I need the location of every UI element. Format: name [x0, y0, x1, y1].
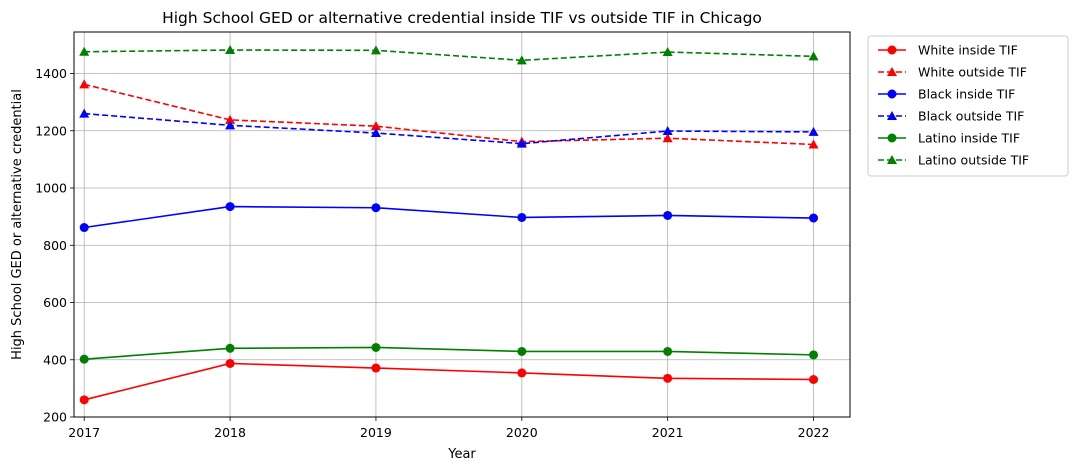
- legend-item: White outside TIF: [878, 65, 1027, 80]
- data-point: [662, 126, 673, 136]
- series-white-inside-tif: [79, 358, 819, 405]
- data-point: [809, 350, 819, 360]
- chart-title: High School GED or alternative credentia…: [162, 9, 762, 27]
- y-tick-label: 1200: [35, 123, 67, 138]
- data-point: [808, 126, 819, 136]
- data-point: [79, 79, 90, 89]
- legend-marker: [887, 67, 897, 76]
- data-point: [225, 120, 236, 130]
- series-latino-inside-tif: [79, 342, 819, 364]
- data-point: [516, 55, 527, 65]
- series-black-inside-tif: [79, 202, 819, 233]
- series-line: [84, 112, 814, 145]
- legend-label: White inside TIF: [918, 43, 1018, 58]
- legend-label: Latino inside TIF: [918, 131, 1020, 146]
- data-point: [517, 346, 527, 356]
- data-point: [663, 346, 673, 356]
- data-point: [371, 342, 381, 352]
- x-tick-label: 2022: [798, 425, 830, 440]
- grid-lines: [74, 32, 850, 418]
- series-line: [84, 362, 814, 401]
- data-point: [663, 373, 673, 383]
- series-lines: [79, 45, 819, 405]
- legend-marker: [887, 155, 897, 164]
- legend-item: Latino inside TIF: [878, 131, 1020, 146]
- data-point: [225, 202, 235, 212]
- legend-label: White outside TIF: [918, 65, 1027, 80]
- y-tick-label: 200: [43, 410, 67, 425]
- legend-label: Black inside TIF: [918, 87, 1015, 102]
- legend-marker: [887, 89, 897, 99]
- data-point: [79, 354, 89, 364]
- x-tick-label: 2017: [68, 425, 100, 440]
- series-line: [84, 205, 814, 229]
- data-point: [662, 133, 673, 143]
- data-point: [809, 375, 819, 385]
- data-point: [516, 138, 527, 148]
- series-black-outside-tif: [79, 108, 819, 148]
- axis-ticks: 2017 2018 2019 2020 2021 2022 200 400 600 800 1000…: [35, 66, 829, 440]
- legend-marker: [887, 133, 897, 143]
- data-point: [79, 46, 90, 56]
- y-tick-label: 1400: [35, 66, 67, 81]
- y-axis-title: High School GED or alternative credentia…: [10, 89, 25, 360]
- data-point: [663, 210, 673, 220]
- x-tick-label: 2018: [214, 425, 246, 440]
- data-point: [808, 51, 819, 61]
- x-axis-title: Year: [447, 447, 476, 462]
- series-line: [84, 346, 814, 360]
- data-point: [370, 121, 381, 131]
- data-point: [517, 212, 527, 222]
- y-tick-label: 400: [43, 352, 67, 367]
- legend-marker: [887, 45, 897, 55]
- legend-item: Latino outside TIF: [878, 153, 1029, 168]
- data-point: [662, 47, 673, 57]
- data-point: [809, 213, 819, 223]
- data-point: [225, 358, 235, 368]
- data-point: [370, 45, 381, 55]
- y-tick-label: 1000: [35, 181, 67, 196]
- data-point: [517, 368, 527, 378]
- data-point: [79, 395, 89, 405]
- data-point: [808, 139, 819, 149]
- y-tick-label: 800: [43, 238, 67, 253]
- data-point: [79, 108, 90, 118]
- series-latino-outside-tif: [79, 45, 819, 65]
- legend: White inside TIF White outside TIF Black i…: [867, 35, 1069, 177]
- data-point: [370, 128, 381, 138]
- series-line: [84, 83, 814, 146]
- data-point: [79, 223, 89, 233]
- y-tick-label: 600: [43, 295, 67, 310]
- legend-item: White inside TIF: [878, 43, 1018, 58]
- x-tick-label: 2021: [652, 425, 684, 440]
- plot-area-frame: [73, 31, 851, 418]
- legend-label: Black outside TIF: [918, 109, 1024, 124]
- legend-item: Black inside TIF: [878, 87, 1015, 102]
- series-line: [84, 49, 814, 62]
- legend-frame: [867, 35, 1069, 177]
- legend-item: Black outside TIF: [878, 109, 1024, 124]
- data-point: [225, 45, 236, 55]
- legend-marker: [887, 111, 897, 120]
- data-point: [371, 363, 381, 373]
- x-tick-label: 2020: [506, 425, 538, 440]
- data-point: [225, 114, 236, 124]
- x-tick-label: 2019: [360, 425, 392, 440]
- data-point: [371, 203, 381, 213]
- data-point: [225, 343, 235, 353]
- legend-label: Latino outside TIF: [918, 153, 1029, 168]
